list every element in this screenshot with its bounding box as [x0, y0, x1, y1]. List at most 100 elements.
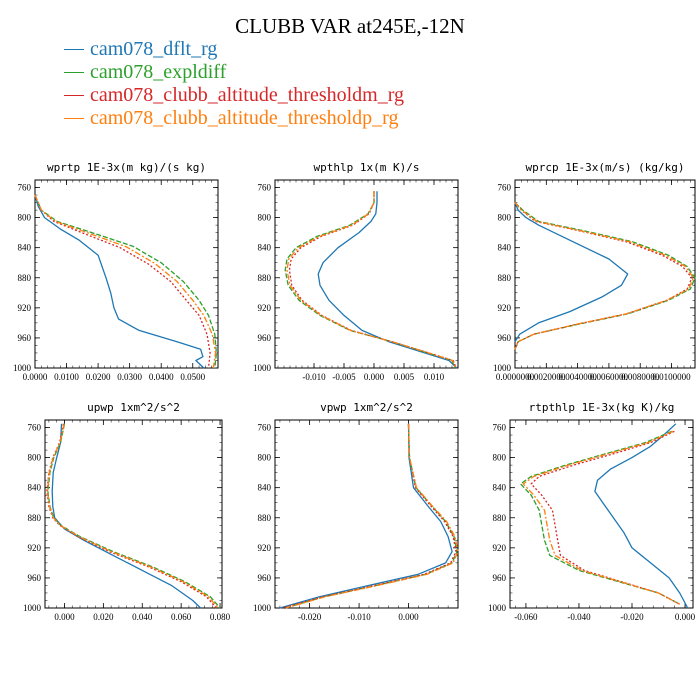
- x-tick-label: 0.0000: [23, 372, 48, 382]
- x-tick-label: 0.0060000: [590, 372, 629, 382]
- x-tick-label: 0.005: [394, 372, 415, 382]
- y-tick-label: 920: [493, 543, 507, 553]
- y-tick-label: 760: [493, 423, 507, 433]
- y-tick-label: 920: [498, 303, 512, 313]
- figure-title: CLUBB VAR at245E,-12N: [235, 14, 465, 38]
- plot-frame: [514, 179, 696, 369]
- legend-item: cam078_clubb_altitude_thresholdm_rg: [64, 84, 664, 107]
- x-tick-label: 0.0100000: [652, 372, 691, 382]
- y-tick-label: 1000: [253, 603, 272, 613]
- series-line: [34, 194, 205, 369]
- y-tick-label: 960: [498, 333, 512, 343]
- x-tick-label: -0.020: [620, 612, 644, 622]
- y-tick-label: 920: [28, 543, 42, 553]
- y-tick-label: 880: [258, 273, 272, 283]
- panel: upwp 1xm^2/s^2 760 800 840 880 920 960 1000 0.00…: [23, 401, 231, 622]
- y-tick-label: 840: [28, 483, 42, 493]
- y-tick-label: 800: [28, 453, 42, 463]
- plot-frame: [509, 419, 694, 609]
- x-tick-label: -0.005: [332, 372, 356, 382]
- series-line: [34, 194, 217, 369]
- y-tick-label: 760: [258, 183, 272, 193]
- panel: wpthlp 1x(m K)/s 760 800 840 880 920 960 1000 -0…: [253, 161, 459, 382]
- x-tick-label: 0.0500: [180, 372, 205, 382]
- x-tick-label: 0.080: [210, 612, 231, 622]
- panel-title: vpwp 1xm^2/s^2: [320, 401, 413, 414]
- y-tick-label: 1000: [253, 363, 272, 373]
- y-tick-label: 880: [498, 273, 512, 283]
- y-tick-label: 960: [258, 573, 272, 583]
- panel: rtpthlp 1E-3x(kg K)/kg 760 800 840 880 920 960…: [488, 401, 696, 622]
- y-tick-label: 800: [258, 453, 272, 463]
- y-tick-label: 760: [28, 423, 42, 433]
- x-tick-label: 0.0080000: [621, 372, 660, 382]
- x-tick-label: -0.010: [302, 372, 326, 382]
- x-tick-label: 0.060: [171, 612, 192, 622]
- plot-frame: [44, 419, 223, 609]
- legend-swatch: [64, 72, 84, 73]
- series-line: [522, 430, 681, 605]
- panel: wprcp 1E-3x(m/s) (kg/kg) 760 800 840 880 920 9…: [493, 161, 696, 382]
- series-line: [284, 191, 456, 369]
- panel: vpwp 1xm^2/s^2 760 800 840 880 920 960 1000 -0.0…: [253, 401, 459, 622]
- y-tick-label: 800: [258, 213, 272, 223]
- series-line: [594, 423, 689, 609]
- x-tick-label: 0.0300: [117, 372, 142, 382]
- series-line: [34, 194, 218, 369]
- legend-item: cam078_expldiff: [64, 61, 664, 84]
- legend-swatch: [64, 118, 84, 119]
- series-line: [284, 423, 458, 609]
- y-tick-label: 1000: [13, 363, 32, 373]
- x-tick-label: -0.020: [298, 612, 322, 622]
- y-tick-label: 960: [28, 573, 42, 583]
- y-tick-label: 880: [258, 513, 272, 523]
- legend-label: cam078_dflt_rg: [90, 38, 218, 60]
- x-tick-label: 0.0100: [54, 372, 79, 382]
- series-line: [514, 202, 696, 350]
- x-tick-label: 0.040: [132, 612, 153, 622]
- legend-label: cam078_expldiff: [90, 61, 227, 83]
- y-tick-label: 1000: [493, 363, 512, 373]
- legend-swatch: [64, 95, 84, 96]
- y-tick-label: 880: [18, 273, 32, 283]
- series-line: [514, 202, 629, 343]
- y-tick-label: 800: [18, 213, 32, 223]
- series-line: [34, 194, 211, 369]
- panel: wprtp 1E-3x(m kg)/(s kg) 760 800 840 880 920 9…: [13, 161, 219, 382]
- y-tick-label: 840: [493, 483, 507, 493]
- plot-frame: [274, 179, 459, 369]
- series-line: [530, 430, 681, 605]
- legend-item: cam078_clubb_altitude_thresholdp_rg: [64, 107, 664, 130]
- y-tick-label: 840: [258, 483, 272, 493]
- panel-title: upwp 1xm^2/s^2: [87, 401, 180, 414]
- x-tick-label: 0.0020000: [527, 372, 566, 382]
- series-line: [46, 423, 217, 609]
- x-tick-label: 0.0000000: [496, 372, 535, 382]
- series-line: [279, 423, 453, 609]
- y-tick-label: 920: [258, 543, 272, 553]
- x-tick-label: 0.0200: [86, 372, 111, 382]
- x-tick-label: 0.000: [398, 612, 419, 622]
- legend-label: cam078_clubb_altitude_thresholdp_rg: [90, 107, 399, 129]
- series-line: [514, 202, 693, 350]
- y-tick-label: 840: [258, 243, 272, 253]
- series-line: [47, 423, 221, 609]
- x-tick-label: 0.010: [424, 372, 445, 382]
- y-tick-label: 880: [493, 513, 507, 523]
- panel-title: rtpthlp 1E-3x(kg K)/kg: [529, 401, 675, 414]
- y-tick-label: 840: [498, 243, 512, 253]
- x-tick-label: -0.060: [514, 612, 538, 622]
- y-tick-label: 880: [28, 513, 42, 523]
- y-tick-label: 1000: [488, 603, 507, 613]
- y-tick-label: 1000: [23, 603, 42, 613]
- panel-title: wprcp 1E-3x(m/s) (kg/kg): [526, 161, 685, 174]
- legend-label: cam078_clubb_altitude_thresholdm_rg: [90, 84, 405, 106]
- series-line: [286, 191, 457, 369]
- legend-swatch: [64, 49, 84, 50]
- series-line: [51, 423, 202, 609]
- y-tick-label: 760: [498, 183, 512, 193]
- panel-title: wpthlp 1x(m K)/s: [314, 161, 420, 174]
- y-tick-label: 960: [493, 573, 507, 583]
- series-line: [285, 423, 459, 609]
